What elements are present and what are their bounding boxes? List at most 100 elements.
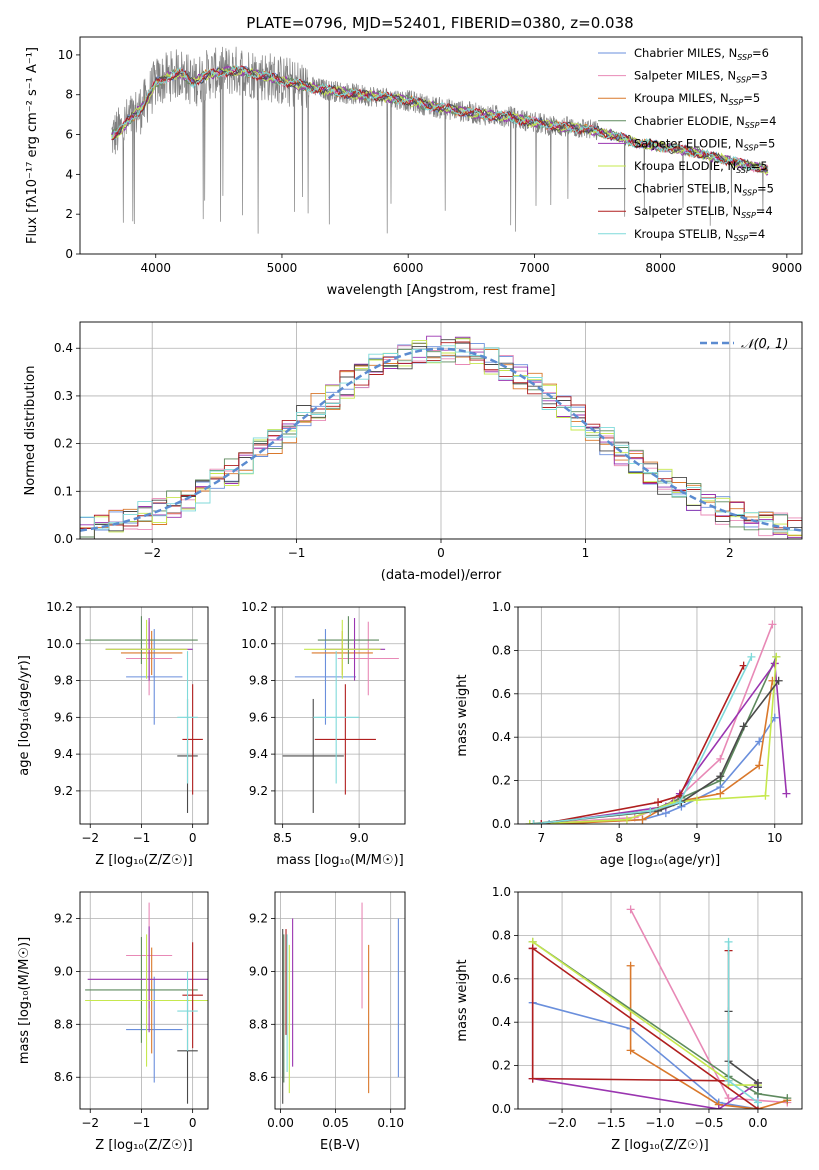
x-tick-label: −2.0 [547, 1116, 576, 1130]
error-bar-point [126, 629, 183, 725]
mass-weight-marker [714, 1105, 723, 1109]
y-tick-label: 0.2 [492, 774, 511, 788]
mass-weight-marker [525, 820, 534, 824]
axes: −2 −1 0 8.6 8.8 9.0 9.2 Z [log₁₀(Z/Z☉)] mass [lo… [17, 911, 196, 1153]
x-axis-label: Z [log₁₀(Z/Z☉)] [611, 1138, 708, 1153]
mass-weight-marker [747, 652, 756, 661]
mass-weight-marker [739, 722, 748, 731]
plot-area [111, 46, 769, 234]
x-axis-label: mass [log₁₀(M/M☉)] [276, 853, 403, 868]
x-tick-label: 0.0 [748, 1116, 767, 1130]
mass-weight-marker [626, 961, 635, 970]
mass-weight-marker [646, 806, 655, 815]
y-axis-label: age [log₁₀(age/yr)] [17, 655, 32, 776]
mass-weight-marker [774, 676, 783, 685]
axes: 8.5 9.0 9.2 9.4 9.6 9.8 10.0 10.2 mass [log₁₀(M/… [241, 600, 403, 868]
mass-weight-marker [782, 789, 791, 798]
mass-weight-marker [783, 1094, 792, 1103]
mass-weight-line [541, 665, 745, 824]
y-tick-label: 0.4 [492, 1015, 511, 1029]
y-tick-label: 10 [58, 48, 73, 62]
x-tick-label: 8000 [645, 261, 676, 275]
mass-weight-marker [626, 1046, 635, 1055]
error-bar-point [304, 619, 381, 679]
mass-weight-marker [772, 652, 781, 661]
y-axis-label: Normed distribution [23, 366, 38, 496]
x-tick-label: −1 [133, 831, 151, 845]
y-tick-label: 10.2 [46, 600, 73, 614]
error-bar-point [85, 934, 208, 1067]
mass-weight-line [533, 656, 753, 824]
y-tick-label: 9.0 [249, 964, 268, 978]
figure-title: PLATE=0796, MJD=52401, FIBERID=0380, z=0… [246, 14, 633, 32]
y-tick-label: 8.8 [54, 1017, 73, 1031]
mass-weight-marker [692, 796, 701, 805]
y-tick-label: 0.4 [492, 730, 511, 744]
x-tick-label: 0.05 [322, 1116, 349, 1130]
plot-area [80, 322, 802, 539]
x-tick-label: 8.5 [273, 831, 292, 845]
error-bar-point [337, 621, 399, 696]
residual-histogram [80, 339, 802, 539]
mass-weight-marker [529, 820, 538, 824]
axes: −2 −1 0 1 2 0.0 0.1 0.2 0.3 0.4 (data-model)/error… [23, 341, 734, 583]
y-axis-label: Flux [fλ10⁻¹⁷ erg cm⁻² s⁻¹ A⁻¹] [25, 47, 40, 244]
x-tick-label: 9000 [772, 261, 803, 275]
x-axis-label: Z [log₁₀(Z/Z☉)] [95, 853, 192, 868]
mass-weight-marker [716, 772, 725, 781]
axes-frame [274, 606, 406, 825]
x-tick-label: −2 [81, 1116, 99, 1130]
mass-weight-marker [768, 620, 777, 629]
y-tick-label: 8.8 [249, 1017, 268, 1031]
mass-weight-marker [537, 820, 546, 824]
y-tick-label: 2 [65, 207, 73, 221]
axes-frame [274, 891, 406, 1110]
plot-area [80, 607, 208, 824]
y-tick-label: 9.4 [54, 747, 73, 761]
legend-entry: Chabrier STELIB, NSSP=5 [634, 182, 774, 198]
plot-area [518, 607, 802, 824]
axes: −2 −1 0 9.2 9.4 9.6 9.8 10.0 10.2 Z [log₁₀(Z/Z☉)]… [17, 600, 196, 868]
y-tick-label: 9.4 [249, 747, 268, 761]
x-tick-label: 0 [189, 1116, 197, 1130]
error-bar-point [120, 630, 183, 676]
y-tick-label: 9.6 [249, 710, 268, 724]
error-bar-point [105, 619, 188, 679]
y-tick-label: 0.0 [492, 817, 511, 831]
mass-weight-line [556, 680, 774, 824]
x-tick-label: 0 [437, 546, 445, 560]
y-tick-label: 1.0 [492, 600, 511, 614]
plot-area [80, 892, 208, 1109]
y-tick-label: 10.0 [241, 637, 268, 651]
mass-weight-marker [675, 798, 684, 807]
mass-weight-marker [716, 754, 725, 763]
error-bar-point [317, 616, 379, 665]
x-tick-label: 0.00 [267, 1116, 294, 1130]
x-tick-label: 2 [726, 546, 734, 560]
mass-weight-line [532, 941, 758, 1086]
plot-area [275, 892, 405, 1109]
y-tick-label: 0.4 [54, 341, 73, 355]
plot-area [275, 607, 405, 824]
mass-weight-marker [724, 937, 733, 946]
mass-weight-marker [622, 815, 631, 824]
axes-frame [79, 606, 209, 825]
axes-frame [517, 891, 803, 1110]
mass-weight-marker [770, 659, 779, 668]
mass-weight-vs-age-panel: 7 8 9 10 0.0 0.2 0.4 0.6 0.8 1.0 age [log₁₀(age/yr… [455, 600, 803, 868]
y-tick-label: 10.0 [46, 637, 73, 651]
legend-entry: Kroupa MILES, NSSP=5 [634, 91, 760, 107]
y-tick-label: 9.8 [249, 674, 268, 688]
y-tick-label: 0.0 [492, 1102, 511, 1116]
y-tick-label: 0.1 [54, 484, 73, 498]
error-bar-point [85, 616, 198, 665]
axes: 4000 5000 6000 7000 8000 9000 0 2 4 6 8 10 wavelengt… [25, 47, 802, 298]
spectrum-panel: 4000 5000 6000 7000 8000 9000 0 2 4 6 8 10 wavelengt… [25, 36, 803, 298]
legend: Chabrier MILES, NSSP=6 Salpeter MILES, NS… [598, 46, 776, 243]
y-tick-label: 9.2 [249, 911, 268, 925]
mass-vs-metallicity-panel: −2 −1 0 8.6 8.8 9.0 9.2 Z [log₁₀(Z/Z☉)] mass [lo… [17, 891, 209, 1153]
legend: 𝒩(0, 1) [700, 337, 788, 352]
y-tick-label: 0.2 [54, 437, 73, 451]
legend-entry: Chabrier ELODIE, NSSP=4 [634, 114, 776, 130]
